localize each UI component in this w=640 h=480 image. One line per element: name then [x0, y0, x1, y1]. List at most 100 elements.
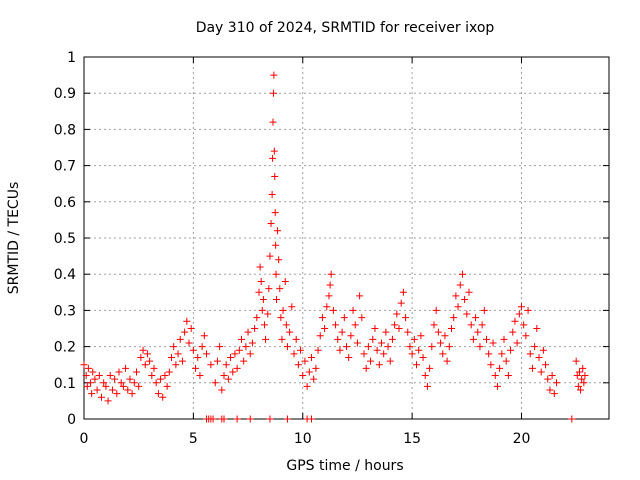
y-tick-label: 1	[67, 50, 76, 66]
data-point-marker	[269, 118, 277, 126]
data-point-marker	[233, 415, 241, 423]
data-point-marker	[397, 299, 405, 307]
data-point-marker	[227, 353, 235, 361]
data-point-marker	[170, 343, 178, 351]
data-point-marker	[312, 364, 320, 372]
data-point-marker	[269, 154, 277, 162]
data-point-marker	[281, 277, 289, 285]
data-point-marker	[577, 386, 585, 394]
data-point-marker	[364, 343, 372, 351]
data-point-marker	[240, 357, 248, 365]
data-point-marker	[260, 321, 268, 329]
data-point-marker	[270, 71, 278, 79]
data-point-marker	[83, 382, 91, 390]
data-point-marker	[395, 325, 403, 332]
x-tick-label: 15	[403, 431, 421, 447]
data-point-marker	[474, 328, 482, 336]
data-point-marker	[456, 281, 464, 289]
data-point-marker	[274, 227, 282, 235]
data-point-marker	[421, 372, 429, 380]
data-point-marker	[310, 375, 318, 383]
data-point-marker	[187, 325, 195, 332]
data-point-marker	[301, 357, 309, 365]
data-point-marker	[89, 368, 97, 376]
data-point-marker	[282, 321, 290, 329]
data-point-marker	[266, 415, 274, 423]
data-point-marker	[207, 361, 215, 369]
data-point-marker	[445, 343, 453, 351]
data-point-marker	[321, 325, 329, 332]
data-point-marker	[526, 350, 534, 358]
data-point-marker	[185, 339, 193, 347]
data-point-marker	[251, 325, 259, 332]
data-point-marker	[181, 328, 189, 336]
data-point-marker	[262, 335, 270, 343]
data-point-marker	[111, 375, 119, 383]
data-point-marker	[278, 335, 286, 343]
data-point-marker	[246, 415, 254, 423]
data-point-marker	[269, 89, 277, 97]
data-point-marker	[580, 379, 588, 387]
data-point-marker	[329, 306, 337, 314]
data-point-marker	[161, 372, 169, 380]
data-point-marker	[163, 382, 171, 390]
data-point-marker	[115, 368, 123, 376]
data-point-marker	[196, 372, 204, 380]
data-point-marker	[91, 375, 99, 383]
data-point-marker	[513, 339, 521, 347]
data-point-marker	[318, 314, 326, 322]
data-point-marker	[135, 382, 143, 390]
data-point-marker	[183, 317, 191, 325]
data-point-marker	[178, 357, 186, 365]
data-point-marker	[375, 361, 383, 369]
data-point-marker	[509, 328, 517, 336]
data-point-marker	[305, 368, 313, 376]
data-point-marker	[176, 335, 184, 343]
data-point-marker	[203, 350, 210, 358]
data-point-marker	[522, 332, 530, 340]
data-point-marker	[415, 346, 423, 354]
data-point-marker	[391, 321, 399, 329]
data-point-marker	[316, 332, 324, 340]
data-point-marker	[113, 390, 121, 398]
data-point-marker	[371, 325, 379, 332]
data-point-marker	[95, 372, 103, 380]
data-point-marker	[465, 288, 473, 296]
data-point-marker	[544, 375, 552, 383]
data-point-marker	[275, 256, 283, 264]
data-point-marker	[472, 314, 480, 322]
data-point-marker	[553, 379, 560, 387]
data-point-marker	[246, 350, 254, 358]
data-point-marker	[270, 147, 278, 155]
data-point-marker	[299, 372, 307, 380]
data-point-marker	[528, 364, 536, 372]
data-point-marker	[137, 353, 145, 361]
data-point-marker	[518, 303, 525, 311]
x-tick-label: 10	[294, 431, 312, 447]
y-tick-label: 0.1	[54, 376, 76, 392]
data-point-marker	[373, 346, 381, 354]
data-point-marker	[537, 368, 545, 376]
data-point-marker	[98, 393, 105, 401]
data-point-marker	[124, 386, 132, 394]
data-point-marker	[87, 379, 95, 387]
data-point-marker	[378, 339, 385, 347]
data-point-marker	[209, 415, 217, 423]
y-tick-label: 0.2	[54, 340, 76, 356]
data-point-marker	[267, 220, 275, 228]
data-point-marker	[428, 343, 436, 351]
data-point-marker	[279, 306, 287, 314]
x-axis-label: GPS time / hours	[286, 458, 403, 474]
data-point-marker	[369, 335, 377, 343]
data-point-marker	[290, 350, 298, 358]
data-point-marker	[581, 372, 589, 380]
data-point-marker	[327, 270, 335, 278]
y-tick-label: 0.3	[54, 303, 76, 319]
data-point-marker	[233, 364, 241, 372]
data-point-marker	[423, 382, 431, 390]
data-point-marker	[483, 335, 490, 343]
data-point-marker	[548, 372, 556, 380]
data-point-marker	[286, 328, 294, 336]
data-point-marker	[82, 372, 90, 380]
data-point-marker	[458, 270, 466, 278]
